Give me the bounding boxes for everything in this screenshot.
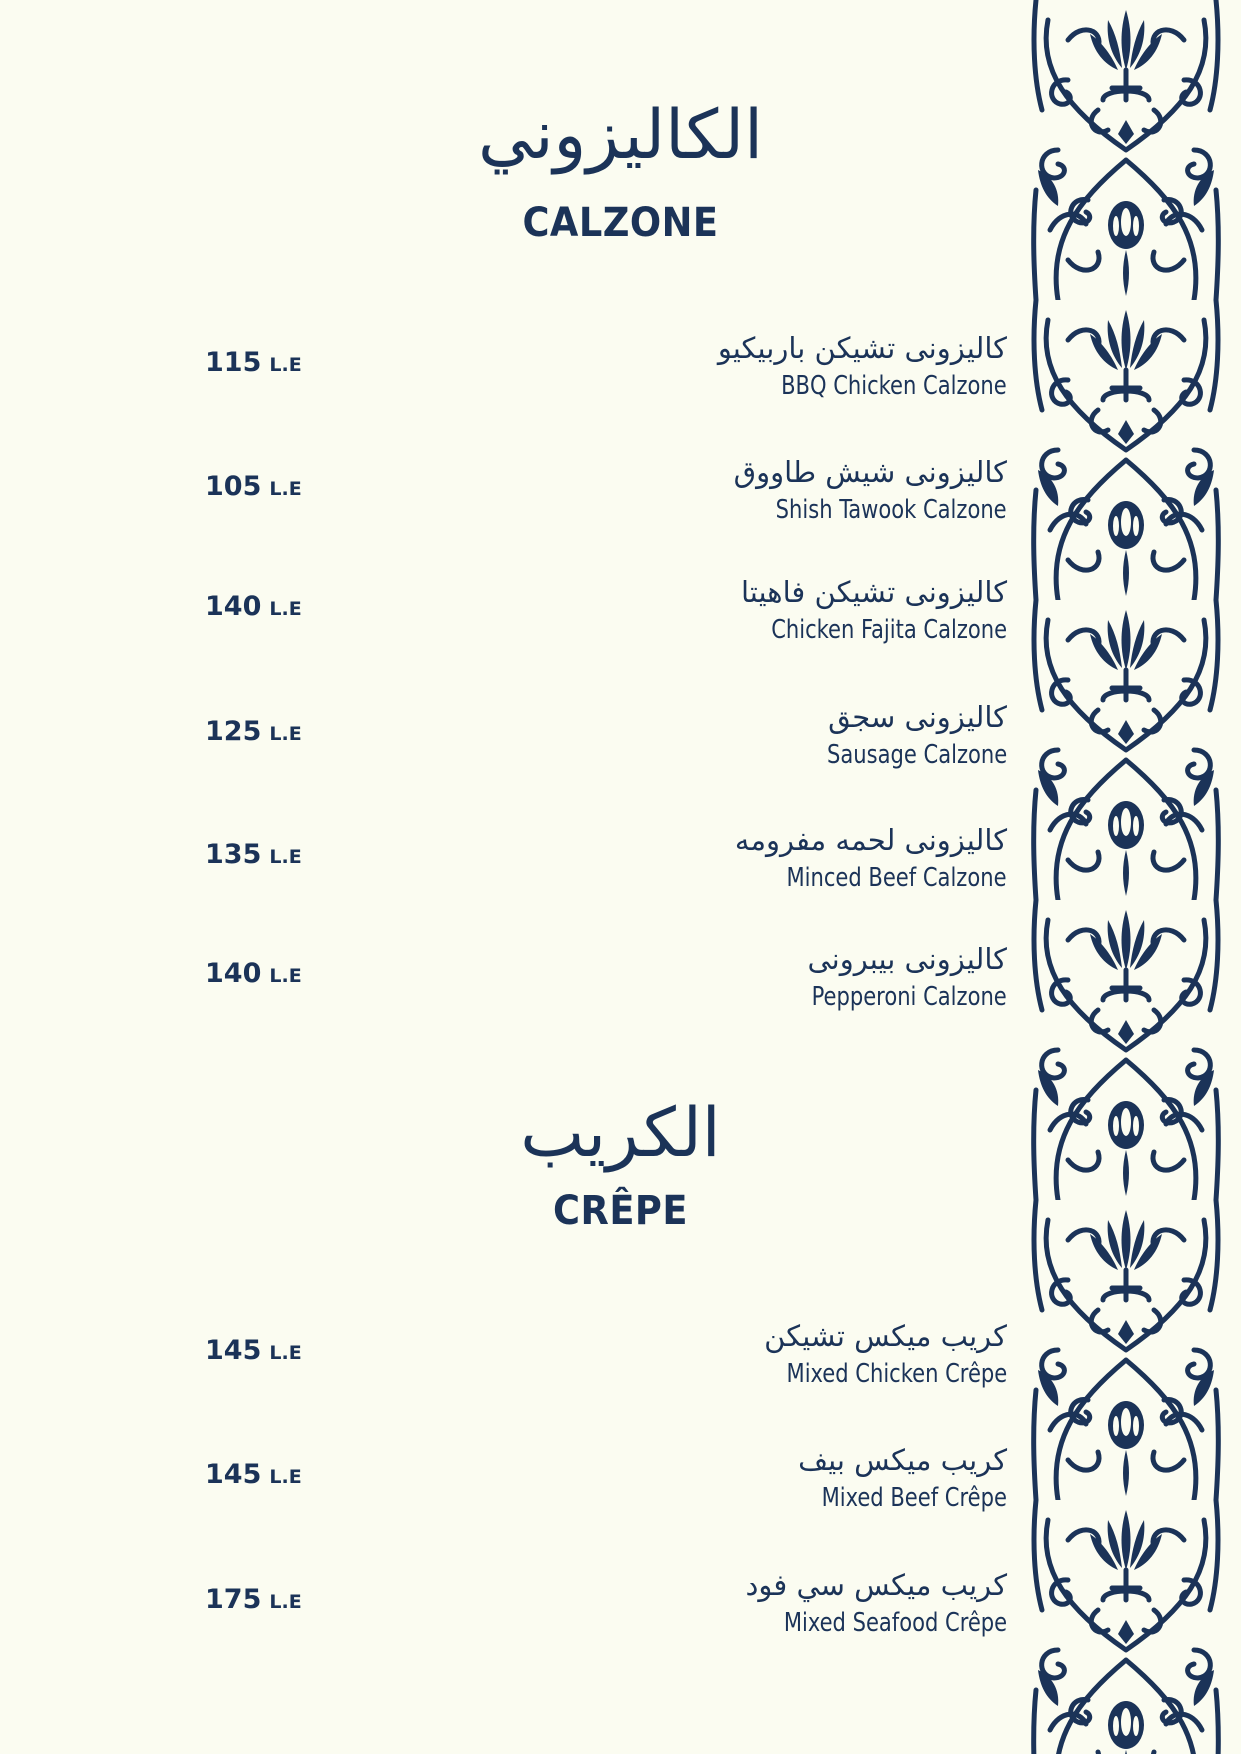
- item-name-english: Mixed Beef Crêpe: [821, 1483, 1007, 1513]
- menu-item: 140 L.E كاليزونى تشيكن فاهيتا Chicken Faj…: [0, 575, 1241, 665]
- item-name-english: Mixed Seafood Crêpe: [783, 1608, 1007, 1638]
- item-name-arabic: كاليزونى بيبرونى: [807, 942, 1007, 976]
- section-title-english: CALZONE: [522, 200, 719, 246]
- section-title-arabic: الكاليزوني: [477, 96, 764, 175]
- menu-item: 140 L.E كاليزونى بيبرونى Pepperoni Calzon…: [0, 942, 1241, 1032]
- section-title-arabic: الكريب: [520, 1094, 721, 1173]
- item-price: 145 L.E: [205, 1459, 302, 1490]
- item-name-english: Pepperoni Calzone: [811, 982, 1007, 1012]
- damask-border-ornament: [1028, 0, 1224, 1754]
- item-name-arabic: كريب ميكس تشيكن: [764, 1319, 1007, 1353]
- item-name-english: Mixed Chicken Crêpe: [786, 1359, 1007, 1389]
- item-name-arabic: كاليزونى تشيكن باربيكيو: [717, 331, 1007, 365]
- item-price: 145 L.E: [205, 1335, 302, 1366]
- menu-item: 105 L.E كاليزونى شيش طاووق Shish Tawook C…: [0, 455, 1241, 545]
- item-name-arabic: كريب ميكس بيف: [798, 1443, 1007, 1477]
- item-price: 140 L.E: [205, 958, 302, 989]
- item-name-english: Chicken Fajita Calzone: [771, 615, 1007, 645]
- menu-item: 175 L.E كريب ميكس سي فود Mixed Seafood Cr…: [0, 1568, 1241, 1658]
- item-price: 125 L.E: [205, 716, 302, 747]
- item-name-english: Shish Tawook Calzone: [776, 495, 1007, 525]
- item-price: 135 L.E: [205, 839, 302, 870]
- menu-item: 145 L.E كريب ميكس تشيكن Mixed Chicken Crê…: [0, 1319, 1241, 1409]
- item-price: 175 L.E: [205, 1584, 302, 1615]
- item-name-english: Minced Beef Calzone: [786, 863, 1007, 893]
- menu-item: 115 L.E كاليزونى تشيكن باربيكيو BBQ Chick…: [0, 331, 1241, 421]
- menu-item: 125 L.E كاليزونى سجق Sausage Calzone: [0, 700, 1241, 790]
- item-name-arabic: كاليزونى شيش طاووق: [733, 455, 1007, 489]
- item-name-english: Sausage Calzone: [826, 740, 1007, 770]
- item-name-arabic: كاليزونى لحمه مفرومه: [734, 823, 1007, 857]
- item-price: 105 L.E: [205, 471, 302, 502]
- item-price: 140 L.E: [205, 591, 302, 622]
- item-name-arabic: كريب ميكس سي فود: [745, 1568, 1007, 1602]
- item-price: 115 L.E: [205, 347, 302, 378]
- section-title-english: CRÊPE: [553, 1188, 688, 1234]
- menu-item: 135 L.E كاليزونى لحمه مفرومه Minced Beef …: [0, 823, 1241, 913]
- menu-item: 145 L.E كريب ميكس بيف Mixed Beef Crêpe: [0, 1443, 1241, 1533]
- item-name-arabic: كاليزونى سجق: [828, 700, 1007, 734]
- item-name-english: BBQ Chicken Calzone: [781, 371, 1007, 401]
- item-name-arabic: كاليزونى تشيكن فاهيتا: [740, 575, 1007, 609]
